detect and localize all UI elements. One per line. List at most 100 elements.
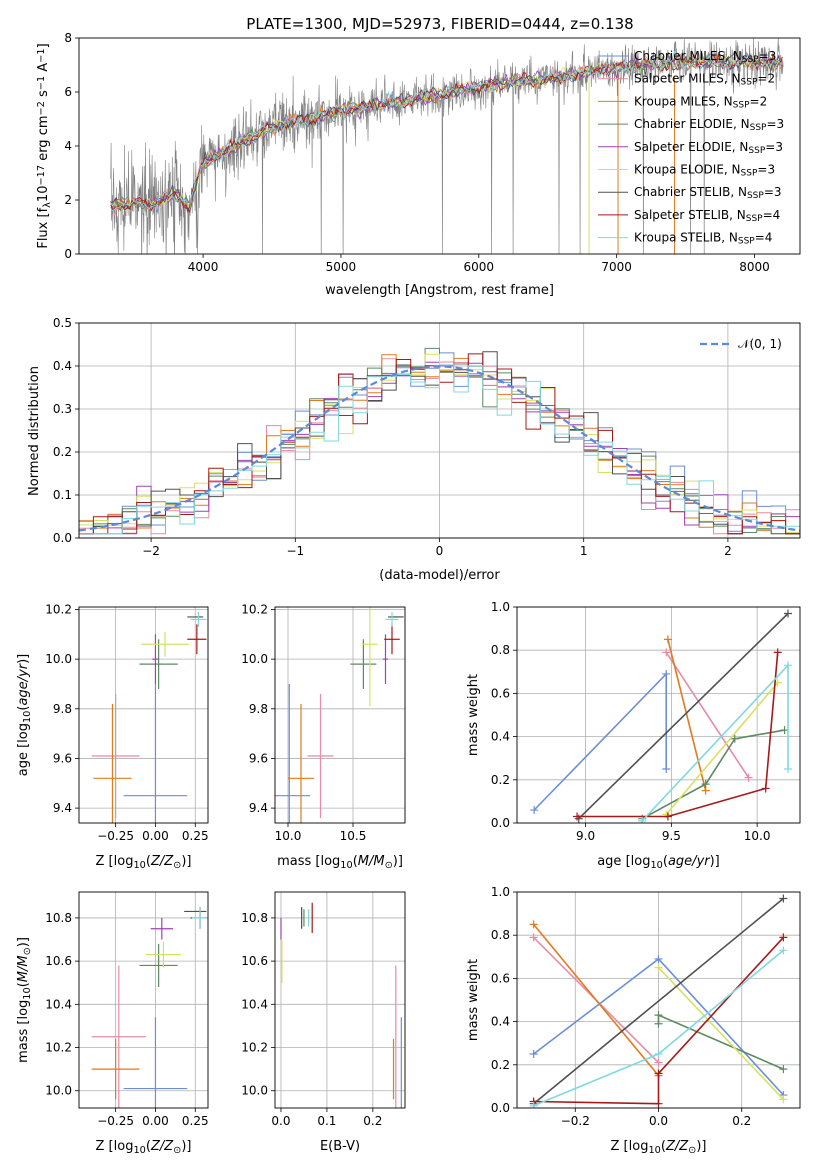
- weight-line: [641, 729, 785, 820]
- y-tick-label: 2: [64, 193, 72, 207]
- mass_vs_Z-axes: −0.25 0.00 0.25 10.0 10.2 10.4 10.6 10.8: [45, 891, 209, 1128]
- age_vs_Z-plot: [91, 611, 207, 823]
- x-tick-label: 0.0: [271, 1114, 290, 1128]
- weight-marker: [779, 933, 788, 942]
- age_vs_mass-plot: [275, 607, 404, 823]
- weight-marker: [663, 812, 672, 821]
- weight-marker: [530, 806, 539, 815]
- weight_vs_Z-y-label: mass weight: [466, 959, 481, 1041]
- age_vs_mass-frame: [274, 606, 406, 824]
- mass_vs_ebv-plot: [280, 902, 402, 1108]
- age_vs_Z-axes: −0.25 0.00 0.25 9.4 9.6 9.8 10.0 10.2: [45, 602, 209, 843]
- spectrum-legend: Chabrier MILES, NSSP=3 Salpeter MILES, NS…: [598, 49, 784, 247]
- weight-marker: [783, 609, 792, 618]
- gaussian-curve: [79, 365, 800, 532]
- spectrum-plot: [110, 38, 784, 254]
- age_vs_Z-x-label: Z [log10(Z/Z⊙)]: [96, 854, 192, 871]
- legend-label: Kroupa ELODIE, NSSP=3: [634, 163, 775, 179]
- weight-line: [577, 652, 779, 818]
- y-tick-label: 0.2: [491, 773, 510, 787]
- x-tick-label: 0.00: [142, 1114, 169, 1128]
- x-tick-label: 9.5: [662, 829, 681, 843]
- x-tick-label: 10.0: [275, 829, 302, 843]
- y-tick-label: 10.6: [241, 954, 268, 968]
- legend-label: Chabrier MILES, NSSP=3: [634, 49, 776, 65]
- weight-marker: [779, 894, 788, 903]
- y-tick-label: 10.4: [241, 997, 268, 1011]
- x-tick-label: 1: [580, 544, 588, 558]
- model-spectrum-line: [110, 52, 783, 210]
- y-tick-label: 10.0: [241, 652, 268, 666]
- y-tick-label: 4: [64, 139, 72, 153]
- y-tick-label: 9.6: [53, 751, 72, 765]
- weight-marker: [773, 648, 782, 657]
- y-tick-label: 10.2: [45, 602, 72, 616]
- x-tick-label: 9.0: [576, 829, 595, 843]
- mass_vs_Z-y-label: mass [log10(M/M⊙)]: [16, 937, 33, 1063]
- y-tick-label: 0.0: [53, 531, 72, 545]
- residuals-x-label: (data-model)/error: [379, 568, 500, 583]
- mass_vs_Z-x-label: Z [log10(Z/Z⊙)]: [96, 1139, 192, 1156]
- weight-marker: [529, 920, 538, 929]
- weight-line: [533, 936, 784, 1105]
- weight-marker: [654, 1011, 663, 1020]
- y-tick-label: 10.2: [241, 1041, 268, 1055]
- spectrum-frame: [78, 37, 801, 255]
- weight_vs_age-x-label: age [log10(age/yr)]: [597, 854, 720, 871]
- residuals-axes: −2 −1 0 1 2 0.0 0.1 0.2 0.3 0.4 0.5: [53, 316, 801, 558]
- weight-marker: [779, 1065, 788, 1074]
- x-tick-label: 5000: [326, 260, 357, 274]
- weight_vs_age-frame: [516, 606, 801, 824]
- legend-label: Chabrier ELODIE, NSSP=3: [634, 117, 784, 133]
- x-tick-label: 8000: [739, 260, 770, 274]
- legend-label: Kroupa MILES, NSSP=2: [634, 94, 767, 110]
- weight-marker: [529, 1050, 538, 1058]
- x-tick-label: −1: [286, 544, 304, 558]
- x-tick-label: 10.0: [744, 829, 771, 843]
- weight_vs_Z-frame: [516, 891, 801, 1109]
- x-tick-label: 10.5: [340, 829, 367, 843]
- x-tick-label: 7000: [601, 260, 632, 274]
- x-tick-label: −0.25: [97, 1114, 134, 1128]
- residual-histogram: [79, 364, 800, 538]
- y-tick-label: 0.0: [491, 1101, 510, 1115]
- y-tick-label: 0.0: [491, 816, 510, 830]
- weight-marker: [783, 661, 792, 670]
- y-tick-label: 0.1: [53, 488, 72, 502]
- weight_vs_age-plot: [530, 609, 792, 823]
- x-tick-label: 0: [436, 544, 444, 558]
- mass_vs_Z-frame: [78, 891, 209, 1109]
- residuals-y-label: Normed distribution: [27, 366, 42, 496]
- weight-marker: [779, 946, 788, 955]
- weight-marker: [654, 1058, 663, 1067]
- y-tick-label: 1.0: [491, 885, 510, 899]
- y-tick-label: 10.0: [241, 1084, 268, 1098]
- y-tick-label: 10.8: [45, 911, 72, 925]
- y-tick-label: 0.6: [491, 686, 510, 700]
- y-tick-label: 0.8: [491, 928, 510, 942]
- y-tick-label: 10.0: [45, 1084, 72, 1098]
- x-tick-label: −0.25: [97, 829, 134, 843]
- age_vs_Z-frame: [78, 606, 209, 824]
- legend-label: Salpeter ELODIE, NSSP=3: [634, 140, 783, 156]
- weight-marker: [573, 812, 582, 821]
- weight-line: [665, 682, 779, 815]
- y-tick-label: 0: [64, 247, 72, 261]
- spectrum-y-label: Flux [fλ10−17 erg cm−2 s−1 A−1]: [36, 43, 53, 248]
- x-tick-label: 6000: [464, 260, 495, 274]
- weight-marker: [654, 963, 663, 972]
- mass_vs_ebv-x-label: E(B-V): [320, 1139, 360, 1154]
- x-tick-label: 2: [724, 544, 732, 558]
- weight-marker: [654, 1069, 663, 1078]
- y-tick-label: 9.8: [249, 702, 268, 716]
- weight_vs_Z-x-label: Z [log10(Z/Z⊙)]: [611, 1139, 707, 1156]
- y-tick-label: 9.8: [53, 702, 72, 716]
- legend-label: Chabrier STELIB, NSSP=3: [634, 185, 782, 201]
- y-tick-label: 0.6: [491, 971, 510, 985]
- y-tick-label: 10.6: [45, 954, 72, 968]
- y-tick-label: 9.4: [249, 801, 268, 815]
- age_vs_Z-y-label: age [log10(age/yr)]: [16, 654, 33, 777]
- x-tick-label: 4000: [188, 260, 219, 274]
- y-tick-label: 0.2: [491, 1058, 510, 1072]
